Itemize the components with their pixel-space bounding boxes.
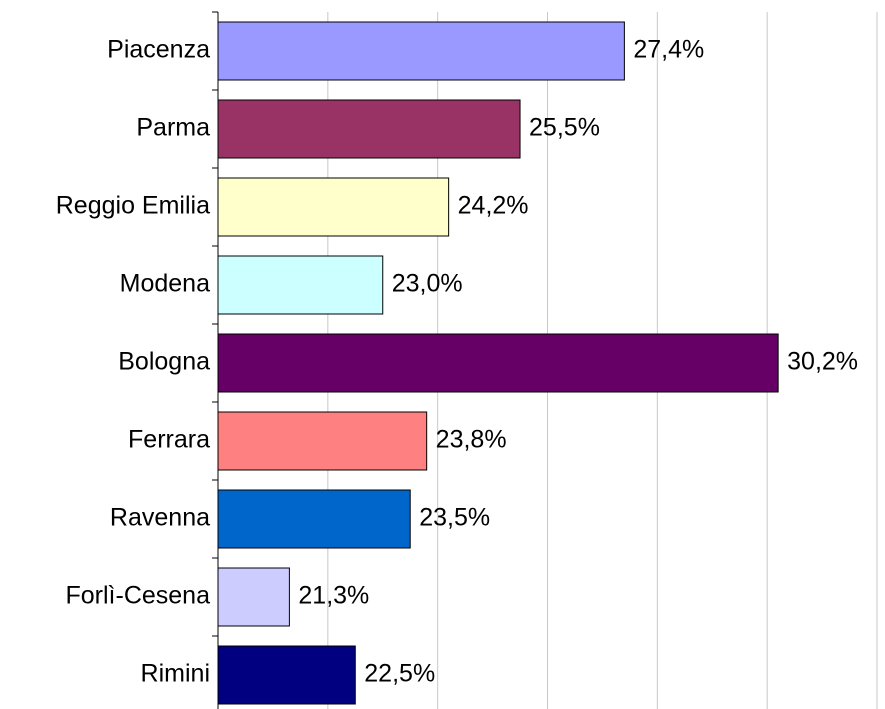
bar — [217, 645, 356, 705]
bar — [217, 333, 779, 393]
y-tick-label: Piacenza — [107, 36, 210, 64]
value-label: 30,2% — [787, 348, 858, 376]
y-tick-label: Parma — [136, 114, 210, 142]
bar — [217, 177, 450, 237]
y-tick-label: Rimini — [141, 660, 210, 688]
value-label: 25,5% — [529, 114, 600, 142]
bar — [217, 411, 428, 471]
y-tick-label: Reggio Emilia — [56, 192, 210, 220]
bar — [217, 255, 384, 315]
y-tick-label: Ferrara — [128, 426, 210, 454]
y-tick-label: Modena — [120, 270, 210, 298]
bar — [217, 567, 290, 627]
value-label: 22,5% — [364, 660, 435, 688]
bar — [217, 21, 625, 81]
bar — [217, 489, 411, 549]
y-tick-label: Forlì-Cesena — [66, 582, 211, 610]
y-tick-label: Bologna — [118, 348, 210, 376]
bar — [217, 99, 521, 159]
value-label: 21,3% — [298, 582, 369, 610]
value-label: 27,4% — [633, 36, 704, 64]
y-tick-label: Ravenna — [110, 504, 210, 532]
value-label: 23,8% — [436, 426, 507, 454]
value-label: 23,0% — [392, 270, 463, 298]
value-label: 23,5% — [419, 504, 490, 532]
value-label: 24,2% — [458, 192, 529, 220]
